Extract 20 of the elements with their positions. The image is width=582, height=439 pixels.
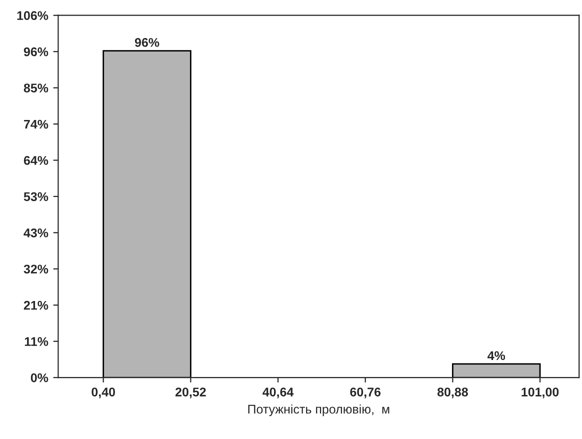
y-tick-label: 96%: [24, 47, 48, 56]
y-tick-label: 0%: [30, 373, 48, 382]
y-tick-label: 32%: [24, 264, 48, 274]
x-tick-label: 40,64: [262, 388, 294, 398]
x-axis-title: Потужність пролювію, м: [248, 404, 390, 416]
x-tick-label: 60,76: [350, 388, 381, 398]
x-tick-label: 0,40: [92, 388, 115, 398]
y-tick-label: 74%: [24, 120, 48, 129]
y-tick-label: 43%: [24, 228, 48, 238]
y-tick-label: 106%: [17, 11, 48, 20]
y-tick-label: 21%: [24, 300, 48, 310]
data-label: 96%: [134, 38, 160, 47]
y-tick-label: 53%: [24, 192, 48, 202]
y-tick-label: 85%: [24, 84, 48, 92]
data-label: 4%: [488, 351, 506, 360]
x-tick-label: 20,52: [175, 388, 206, 398]
y-tick-label: 11%: [24, 337, 48, 346]
x-tick-label: 80,88: [437, 388, 468, 398]
y-tick-label: 64%: [24, 156, 48, 165]
x-tick-label: 101,00: [522, 388, 559, 398]
